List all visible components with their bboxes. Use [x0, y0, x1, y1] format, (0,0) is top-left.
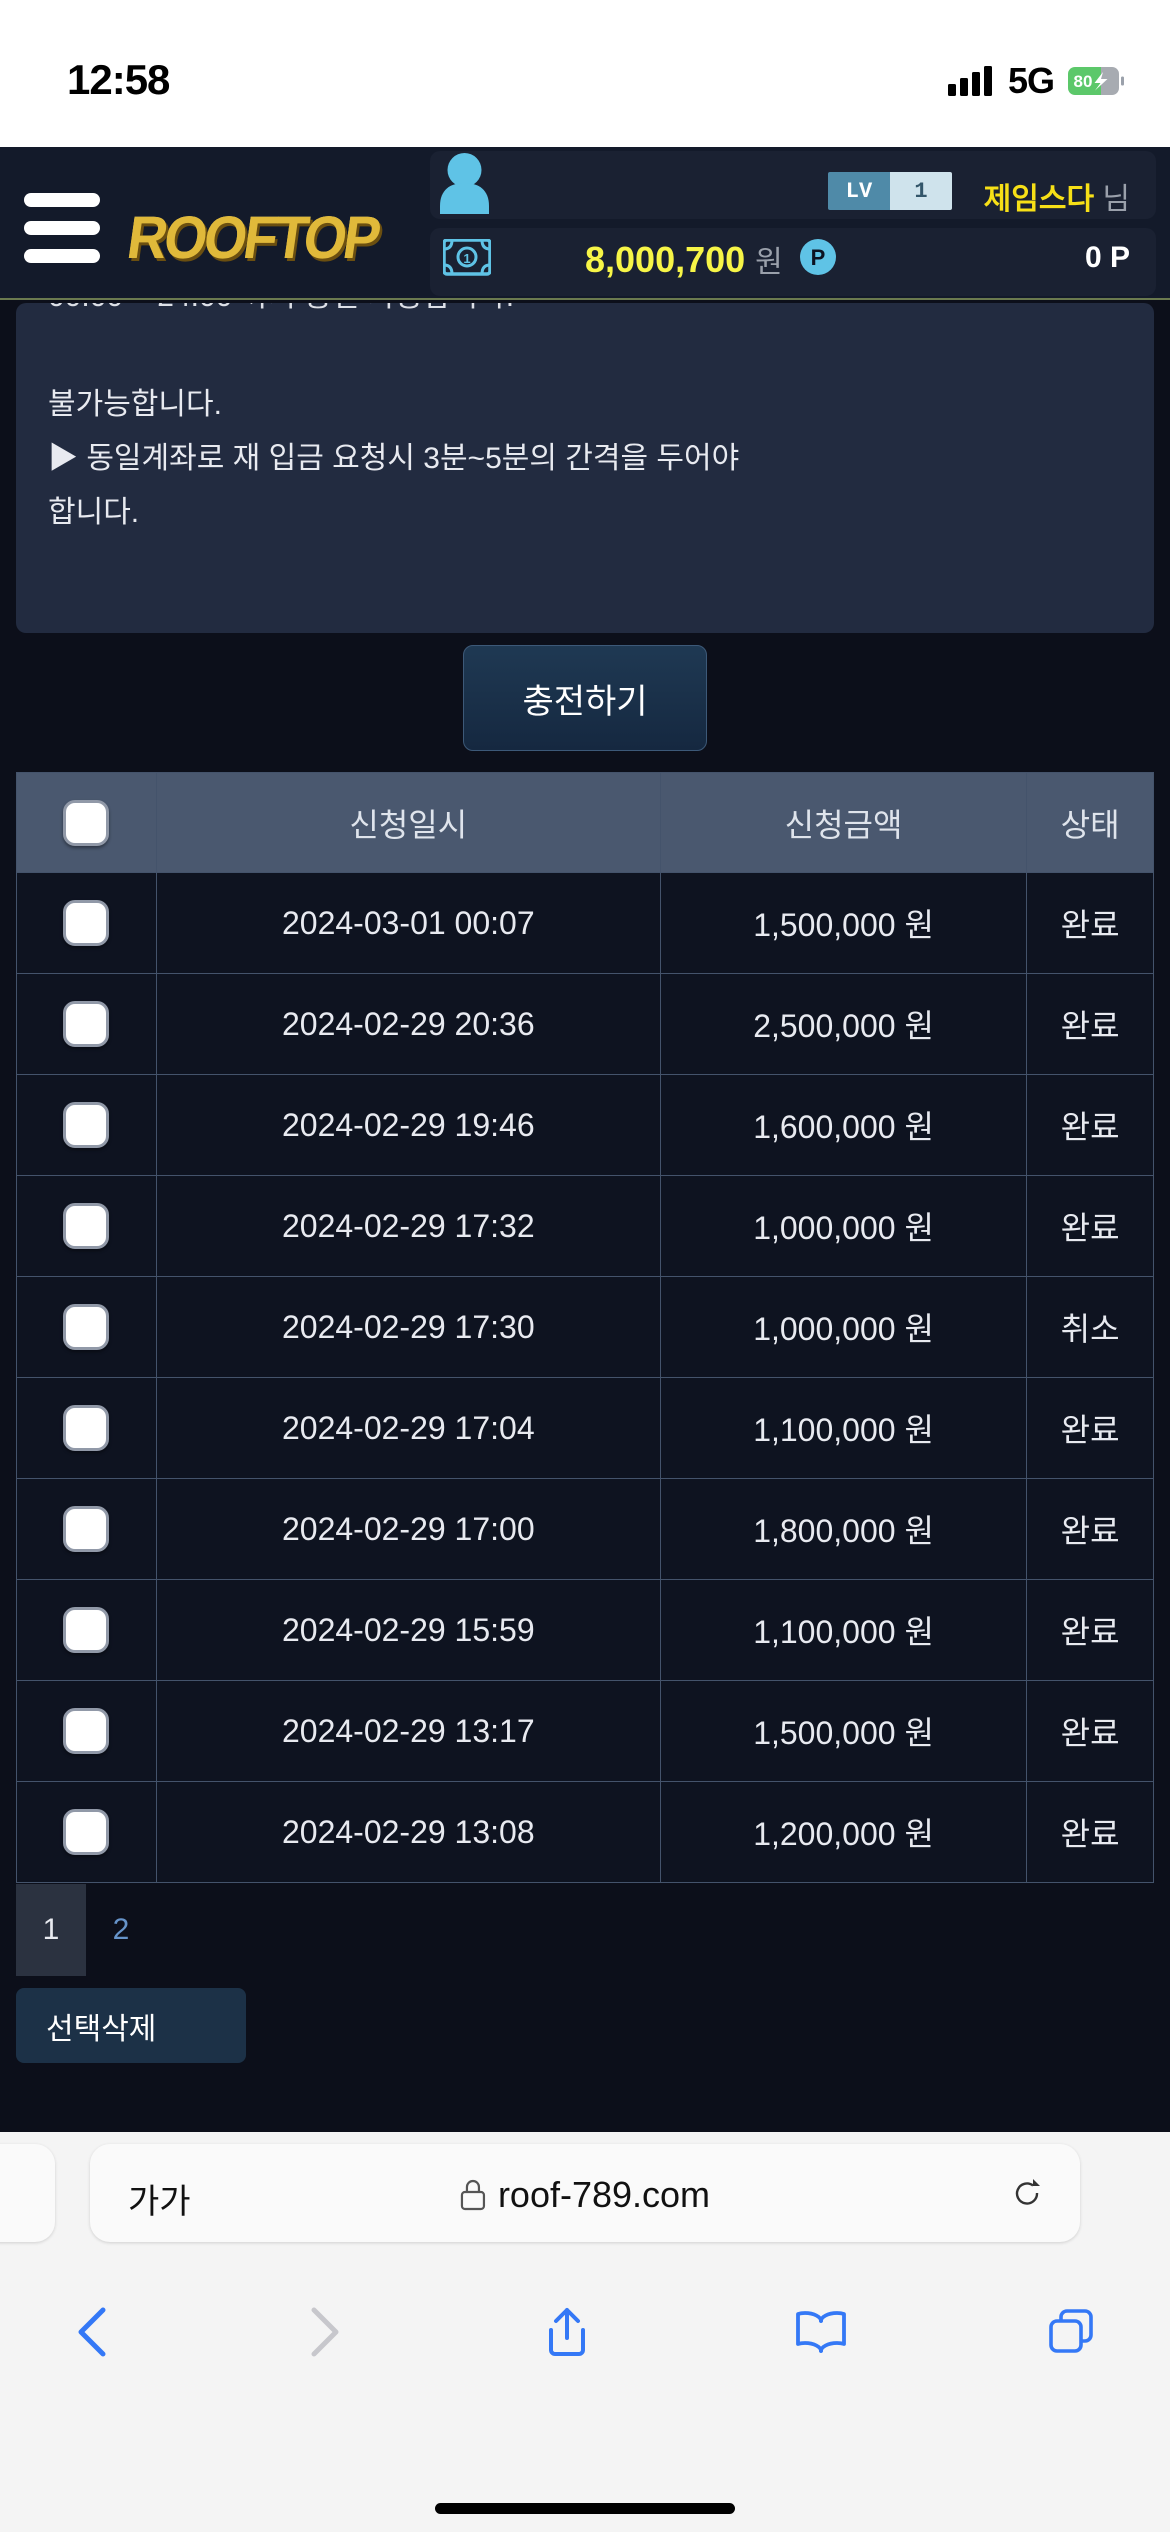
svg-text:80: 80 [1074, 72, 1093, 91]
svg-text:P: P [811, 245, 826, 270]
svg-text:1: 1 [463, 251, 470, 266]
